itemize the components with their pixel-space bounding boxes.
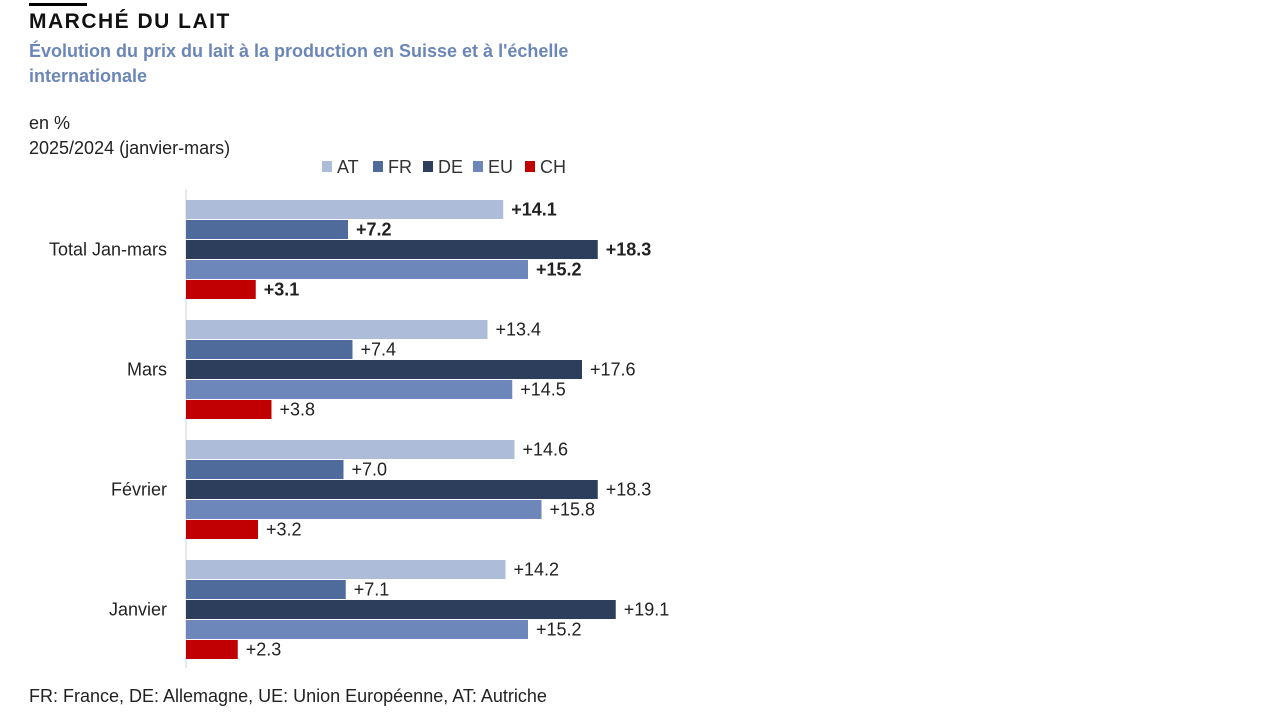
bar-de — [186, 360, 582, 379]
data-label-eu: +15.8 — [550, 500, 596, 520]
legend-label-de: DE — [438, 157, 463, 177]
bar-eu — [186, 500, 542, 519]
data-label-de: +17.6 — [590, 360, 636, 380]
legend-swatch-eu — [473, 161, 483, 172]
title-accent-bar — [29, 3, 87, 6]
data-label-eu: +15.2 — [536, 620, 582, 640]
bar-de — [186, 240, 598, 259]
data-label-ch: +3.2 — [266, 520, 302, 540]
data-label-at: +14.1 — [511, 200, 557, 220]
data-label-at: +14.2 — [514, 560, 560, 580]
category-label: Mars — [127, 360, 167, 380]
data-label-ch: +3.1 — [264, 280, 300, 300]
data-label-at: +14.6 — [523, 440, 569, 460]
bar-eu — [186, 260, 528, 279]
bar-eu — [186, 620, 528, 639]
footnote: FR: France, DE: Allemagne, UE: Union Eur… — [29, 686, 547, 706]
data-label-fr: +7.0 — [352, 460, 388, 480]
legend-label-at: AT — [337, 157, 359, 177]
period-label: 2025/2024 (janvier-mars) — [29, 138, 231, 158]
bar-at — [186, 200, 504, 219]
legend-label-fr: FR — [388, 157, 412, 177]
data-label-eu: +14.5 — [520, 380, 566, 400]
data-label-de: +18.3 — [606, 240, 652, 260]
chart-subtitle: Évolution du prix du lait à la productio… — [29, 41, 569, 86]
bar-de — [186, 480, 598, 499]
category-label: Février — [111, 480, 167, 500]
bar-eu — [186, 380, 513, 399]
data-label-fr: +7.4 — [361, 340, 397, 360]
bar-ch — [186, 520, 258, 539]
legend-label-ch: CH — [540, 157, 566, 177]
data-label-de: +18.3 — [606, 480, 652, 500]
bar-fr — [186, 340, 353, 359]
data-label-fr: +7.2 — [356, 220, 392, 240]
data-label-ch: +3.8 — [280, 400, 316, 420]
bar-fr — [186, 580, 346, 599]
legend-swatch-ch — [525, 161, 535, 172]
legend-swatch-fr — [373, 161, 383, 172]
bar-ch — [186, 400, 272, 419]
data-label-eu: +15.2 — [536, 260, 582, 280]
chart-title: MARCHÉ DU LAIT — [29, 10, 231, 33]
bar-ch — [186, 280, 256, 299]
data-label-fr: +7.1 — [354, 580, 390, 600]
legend-label-eu: EU — [488, 157, 513, 177]
bar-fr — [186, 220, 348, 239]
category-label: Janvier — [109, 600, 167, 620]
bar-at — [186, 440, 515, 459]
data-label-at: +13.4 — [496, 320, 542, 340]
bar-de — [186, 600, 616, 619]
data-label-ch: +2.3 — [246, 640, 282, 660]
bar-at — [186, 560, 506, 579]
bar-fr — [186, 460, 344, 479]
data-label-de: +19.1 — [624, 600, 670, 620]
category-label: Total Jan-mars — [49, 240, 167, 260]
bar-ch — [186, 640, 238, 659]
bar-at — [186, 320, 488, 339]
unit-label: en % — [29, 113, 71, 133]
legend-swatch-at — [322, 161, 332, 172]
legend-swatch-de — [423, 161, 433, 172]
